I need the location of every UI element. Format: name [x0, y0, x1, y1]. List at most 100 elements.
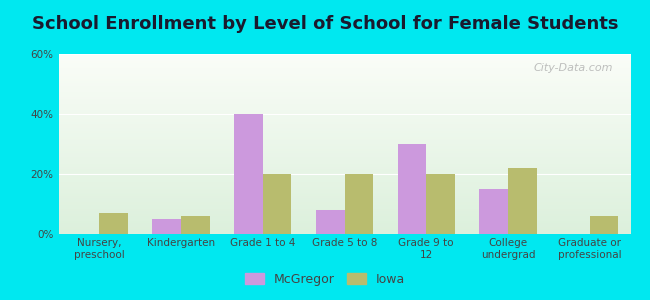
- Bar: [58, 72, 630, 74]
- Bar: [58, 117, 630, 119]
- Bar: [58, 149, 630, 151]
- Bar: [58, 65, 630, 67]
- Bar: [58, 77, 630, 79]
- Bar: [263, 174, 291, 234]
- Bar: [181, 216, 210, 234]
- Bar: [58, 182, 630, 184]
- Bar: [58, 189, 630, 191]
- Bar: [58, 59, 630, 61]
- Bar: [58, 144, 630, 146]
- Bar: [58, 54, 630, 56]
- Bar: [58, 61, 630, 63]
- Legend: McGregor, Iowa: McGregor, Iowa: [240, 268, 410, 291]
- Bar: [58, 193, 630, 194]
- Bar: [58, 94, 630, 95]
- Bar: [58, 137, 630, 139]
- Bar: [58, 220, 630, 221]
- Bar: [58, 198, 630, 200]
- Bar: [58, 216, 630, 218]
- Bar: [58, 187, 630, 189]
- Bar: [58, 184, 630, 185]
- Bar: [58, 185, 630, 187]
- Bar: [58, 194, 630, 196]
- Bar: [58, 76, 630, 77]
- Bar: [58, 58, 630, 59]
- Bar: [58, 162, 630, 164]
- Bar: [58, 68, 630, 70]
- Bar: [58, 225, 630, 227]
- Text: School Enrollment by Level of School for Female Students: School Enrollment by Level of School for…: [32, 15, 618, 33]
- Bar: [58, 112, 630, 113]
- Bar: [58, 90, 630, 92]
- Bar: [58, 122, 630, 124]
- Bar: [58, 230, 630, 232]
- Bar: [58, 146, 630, 148]
- Bar: [58, 81, 630, 83]
- Bar: [58, 218, 630, 220]
- Bar: [58, 140, 630, 142]
- Bar: [58, 227, 630, 229]
- Bar: [58, 110, 630, 112]
- Bar: [58, 95, 630, 97]
- Bar: [58, 74, 630, 76]
- Bar: [58, 56, 630, 58]
- Bar: [58, 79, 630, 81]
- Bar: [58, 167, 630, 169]
- Bar: [58, 119, 630, 121]
- Bar: [58, 157, 630, 158]
- Bar: [58, 164, 630, 166]
- Bar: [58, 85, 630, 86]
- Bar: [58, 88, 630, 90]
- Bar: [58, 196, 630, 198]
- Bar: [58, 99, 630, 101]
- Bar: [153, 219, 181, 234]
- Bar: [58, 214, 630, 216]
- Bar: [58, 176, 630, 178]
- Bar: [58, 205, 630, 207]
- Bar: [58, 180, 630, 182]
- Bar: [58, 203, 630, 205]
- Bar: [58, 178, 630, 180]
- Bar: [398, 144, 426, 234]
- Bar: [58, 153, 630, 155]
- Bar: [58, 173, 630, 175]
- Bar: [58, 135, 630, 137]
- Bar: [58, 229, 630, 230]
- Bar: [58, 131, 630, 133]
- Bar: [590, 216, 618, 234]
- Bar: [58, 86, 630, 88]
- Bar: [58, 106, 630, 108]
- Bar: [58, 212, 630, 214]
- Bar: [58, 128, 630, 130]
- Bar: [344, 174, 373, 234]
- Bar: [58, 83, 630, 85]
- Bar: [58, 207, 630, 209]
- Bar: [234, 114, 263, 234]
- Bar: [58, 151, 630, 153]
- Bar: [58, 113, 630, 115]
- Bar: [58, 67, 630, 68]
- Bar: [508, 168, 536, 234]
- Bar: [58, 121, 630, 122]
- Bar: [58, 166, 630, 167]
- Bar: [58, 175, 630, 176]
- Bar: [58, 209, 630, 211]
- Bar: [58, 97, 630, 99]
- Bar: [58, 171, 630, 173]
- Bar: [58, 155, 630, 157]
- Bar: [58, 148, 630, 149]
- Bar: [316, 210, 344, 234]
- Bar: [58, 126, 630, 128]
- Bar: [58, 103, 630, 104]
- Bar: [426, 174, 455, 234]
- Text: City-Data.com: City-Data.com: [534, 63, 614, 73]
- Bar: [58, 92, 630, 94]
- Bar: [58, 200, 630, 202]
- Bar: [58, 108, 630, 110]
- Bar: [58, 232, 630, 234]
- Bar: [479, 189, 508, 234]
- Bar: [58, 133, 630, 135]
- Bar: [58, 130, 630, 131]
- Bar: [58, 191, 630, 193]
- Bar: [58, 202, 630, 203]
